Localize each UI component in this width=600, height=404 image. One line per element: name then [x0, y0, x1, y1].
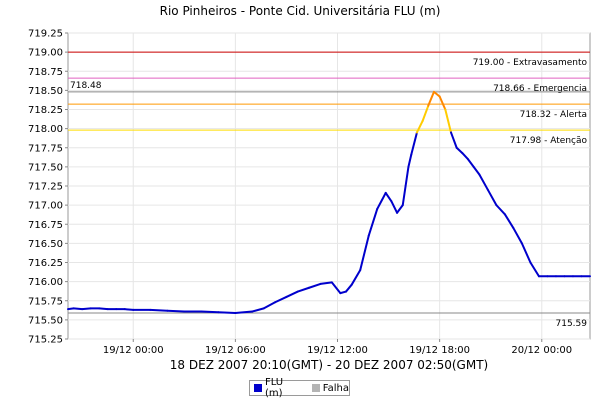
- series-segment: [520, 242, 532, 264]
- y-tick-label: 716.75: [28, 220, 63, 231]
- series-segment: [444, 108, 452, 134]
- threshold-label: 718.32 - Alerta: [520, 110, 587, 120]
- series-segment: [367, 207, 379, 237]
- legend-swatch-flu: [254, 384, 262, 392]
- series-segment: [404, 165, 410, 187]
- series-segment: [200, 310, 220, 314]
- threshold-label: 718.66 - Emergencia: [493, 84, 587, 94]
- y-tick-label: 716.00: [28, 277, 63, 288]
- series-segment: [455, 146, 464, 155]
- y-tick-label: 716.50: [28, 239, 63, 250]
- series-segment: [472, 165, 481, 176]
- series-segment: [166, 309, 186, 313]
- series-segment: [262, 301, 277, 310]
- y-tick-label: 718.25: [28, 105, 63, 116]
- series-segment: [407, 153, 413, 168]
- y-tick-label: 718.00: [28, 124, 63, 135]
- x-tick-label: 19/12 18:00: [409, 345, 470, 356]
- y-tick-label: 717.00: [28, 201, 63, 212]
- series-segment: [427, 90, 435, 107]
- y-tick-label: 719.00: [28, 48, 63, 59]
- y-tick-label: 717.50: [28, 162, 63, 173]
- series-segment: [438, 95, 447, 111]
- y-tick-label: 715.25: [28, 335, 63, 346]
- legend-label-falha: Falha: [322, 382, 349, 394]
- series-segment: [461, 152, 470, 161]
- y-axis: 715.25 715.50 715.75 716.00 716.25 716.50 716.…: [28, 29, 68, 346]
- grid-layer: [68, 32, 590, 340]
- series-segment: [217, 311, 237, 314]
- series-segment: [401, 185, 407, 207]
- series-segment: [350, 269, 362, 286]
- series-segment: [467, 158, 475, 168]
- threshold-layer: 719.00 - Extravasamento 718.66 - Emergenc…: [68, 51, 590, 329]
- y-tick-label: 718.50: [28, 86, 63, 97]
- series-segment: [330, 281, 342, 295]
- series-segment: [234, 310, 254, 314]
- legend-swatch-falha: [311, 384, 320, 392]
- series-segment: [376, 191, 387, 210]
- x-tick-label: 19/12 00:00: [103, 345, 164, 356]
- series-segment: [123, 308, 135, 311]
- x-tick-label: 20/12 00:00: [511, 345, 572, 356]
- legend-item-flu: FLU (m): [254, 377, 304, 399]
- series-segment: [503, 213, 515, 230]
- y-tick-label: 717.25: [28, 182, 63, 193]
- series-layer: [67, 90, 591, 314]
- threshold-label: 717.98 - Atenção: [510, 136, 588, 146]
- series-segment: [81, 307, 92, 311]
- series-segment: [529, 261, 540, 278]
- x-tick-label: 19/12 06:00: [205, 345, 266, 356]
- series-segment: [396, 204, 404, 214]
- legend-label-flu: FLU (m): [264, 377, 284, 399]
- x-axis-label: 18 DEZ 2007 20:10(GMT) - 20 DEZ 2007 02:…: [170, 358, 488, 372]
- series-segment: [319, 281, 333, 285]
- threshold-label: 719.00 - Extravasamento: [473, 58, 588, 68]
- series-segment: [432, 90, 441, 98]
- series-segment: [285, 290, 299, 298]
- series-segment: [415, 119, 424, 134]
- series-segment: [512, 227, 523, 245]
- y-tick-label: 717.75: [28, 143, 63, 154]
- series-segment: [274, 295, 288, 304]
- series-segment: [359, 234, 370, 272]
- series-segment: [98, 307, 109, 311]
- series-segment: [345, 283, 353, 293]
- series-segment: [384, 191, 393, 203]
- chart-title: Rio Pinheiros - Ponte Cid. Universitária…: [160, 4, 441, 18]
- y-tick-label: 716.25: [28, 258, 63, 269]
- series-segment: [390, 200, 399, 214]
- y-tick-label: 719.25: [28, 29, 63, 40]
- series-segment: [308, 282, 322, 289]
- series-segment: [486, 188, 498, 207]
- series-segment: [421, 104, 430, 122]
- series-segment: [410, 131, 418, 156]
- series-segment: [449, 131, 458, 149]
- legend: FLU (m) Falha: [249, 377, 350, 399]
- y-tick-label: 715.75: [28, 296, 63, 307]
- threshold-label: 715.59: [556, 319, 588, 329]
- legend-item-falha: Falha: [311, 382, 349, 394]
- series-segment: [72, 307, 84, 311]
- series-segment: [296, 286, 311, 293]
- x-tick-label: 19/12 12:00: [307, 345, 368, 356]
- series-segment: [251, 307, 265, 313]
- series-segment: [149, 308, 169, 312]
- y-tick-label: 715.50: [28, 315, 63, 326]
- max-marker-label: 718.48: [70, 81, 102, 91]
- y-tick-label: 718.75: [28, 67, 63, 78]
- x-axis: 19/12 00:00 19/12 06:00 19/12 12:00 19/12 1…: [103, 339, 572, 356]
- series-segment: [495, 204, 506, 216]
- series-segment: [478, 173, 489, 191]
